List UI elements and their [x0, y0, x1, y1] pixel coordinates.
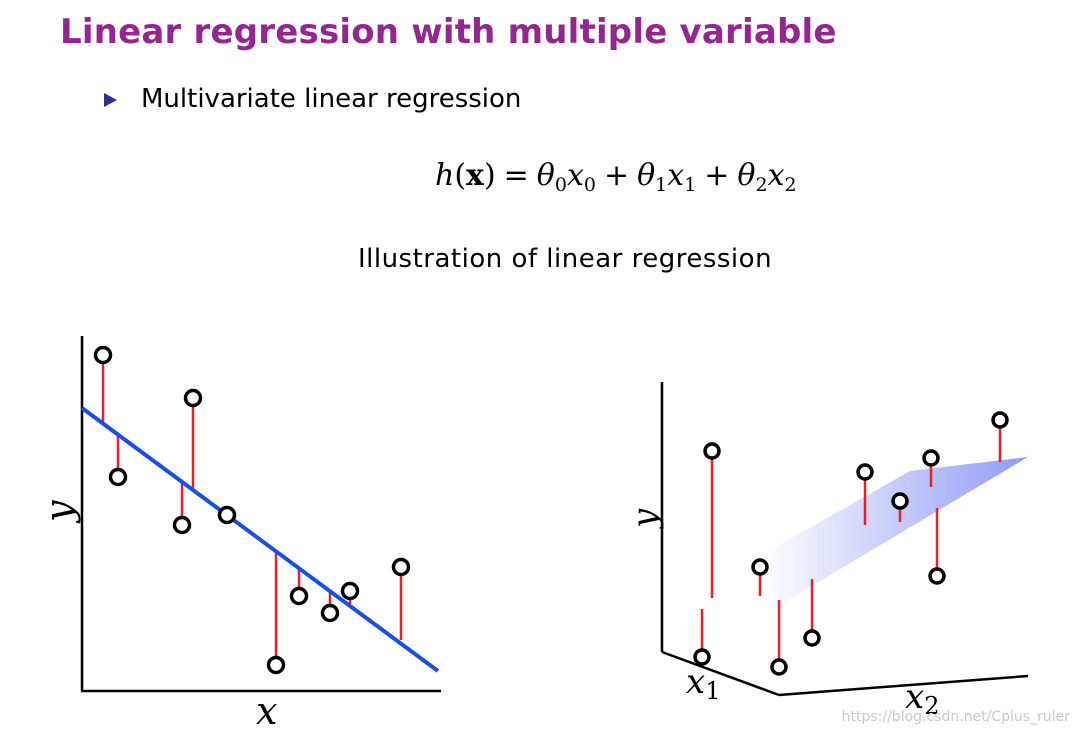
x1-label-var: x — [686, 662, 705, 702]
plot-3d-x2-axis — [778, 674, 1029, 697]
plot-3d-residuals — [700, 428, 1002, 660]
plot-2d-fit-line — [80, 406, 440, 673]
formula-coef-sub-1: 1 — [655, 174, 668, 196]
plot-2d-points — [93, 345, 411, 675]
formula-lhs: h — [435, 158, 455, 193]
plot-2d-x-label: x — [256, 689, 277, 731]
plot-3d: y x1 x2 — [625, 382, 1029, 720]
formula-plus-2: + — [704, 158, 730, 193]
formula-var-sub-1: 1 — [684, 174, 697, 196]
data-point — [289, 586, 309, 606]
data-point — [751, 558, 769, 576]
data-point — [991, 411, 1009, 429]
formula-arg: x — [466, 158, 484, 193]
plot-2d-residuals — [101, 362, 403, 657]
hypothesis-formula: h(x) = θ0x0 + θ1x1 + θ2x2 — [435, 158, 797, 196]
data-point — [340, 581, 360, 601]
bullet-text: Multivariate linear regression — [141, 84, 522, 114]
x2-label-var: x — [905, 677, 924, 717]
bullet-item: Multivariate linear regression — [104, 84, 521, 114]
data-point — [172, 515, 192, 535]
formula-coef-sub-2: 2 — [755, 174, 768, 196]
data-point — [266, 655, 286, 675]
formula-var-2: x — [767, 158, 785, 193]
data-point — [320, 603, 340, 623]
data-point — [108, 467, 128, 487]
data-point — [856, 463, 874, 481]
formula-var-sub-2: 2 — [784, 174, 797, 196]
data-point — [770, 658, 788, 676]
plot-3d-y-label: y — [625, 508, 665, 530]
data-point — [928, 567, 946, 585]
plot-3d-x1-label: x1 — [686, 662, 720, 705]
regression-plane — [760, 457, 1028, 606]
formula-var-1: x — [667, 158, 685, 193]
formula-coef-1: θ — [637, 158, 656, 193]
data-point — [391, 557, 411, 577]
formula-var-sub-0: 0 — [583, 174, 596, 196]
slide-title: Linear regression with multiple variable — [60, 12, 837, 52]
figure-title: Illustration of linear regression — [357, 244, 773, 274]
data-point — [891, 492, 909, 510]
triangle-bullet-icon — [104, 93, 117, 107]
plot-3d-x1-axis — [661, 650, 780, 697]
formula-plus-1: + — [603, 158, 630, 193]
formula-coef-0: θ — [536, 158, 555, 193]
watermark: https://blog.csdn.net/Cplus_ruler — [841, 709, 1070, 725]
plot-2d: x y — [37, 336, 441, 731]
formula-var-0: x — [566, 158, 584, 193]
x2-label-sub: 2 — [924, 692, 939, 720]
plot-3d-points — [693, 411, 1009, 676]
plot-2d-y-label: y — [37, 500, 81, 524]
data-point — [217, 505, 237, 525]
data-point — [703, 442, 721, 460]
data-point — [693, 648, 711, 666]
formula-coef-2: θ — [737, 158, 756, 193]
data-point — [803, 629, 821, 647]
formula-equals: = — [503, 158, 529, 193]
data-point — [922, 449, 940, 467]
data-point — [183, 388, 203, 408]
data-point — [93, 345, 113, 365]
plot-3d-x2-label: x2 — [905, 677, 939, 720]
x1-label-sub: 1 — [705, 677, 720, 705]
formula-coef-sub-0: 0 — [554, 174, 567, 196]
